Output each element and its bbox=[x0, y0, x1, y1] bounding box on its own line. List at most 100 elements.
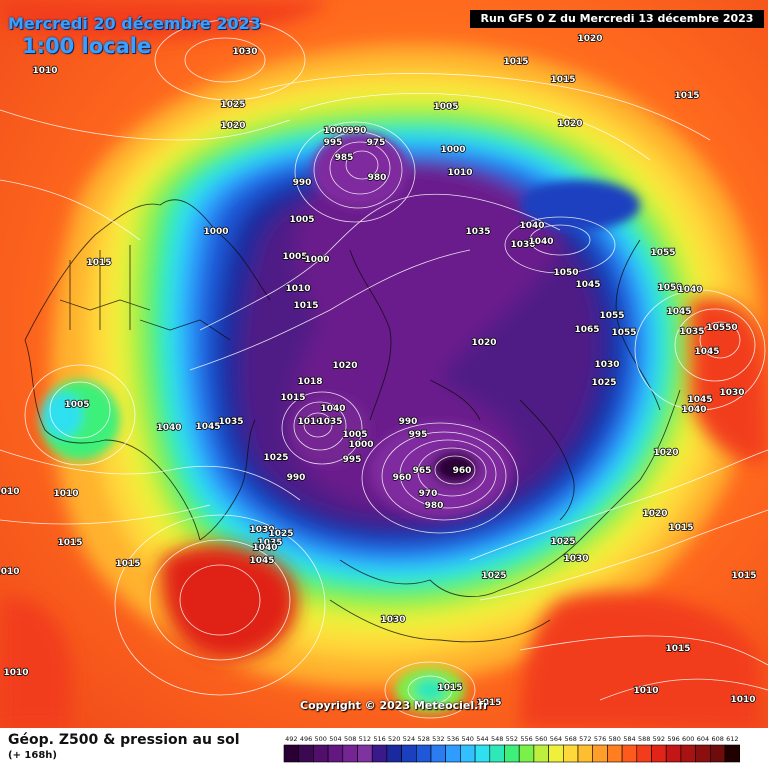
legend-tick-label: 508 bbox=[344, 735, 356, 743]
pressure-label: 990 bbox=[348, 126, 367, 136]
pressure-label: 1010 bbox=[53, 489, 78, 499]
forecast-local-time: 1:00 locale bbox=[22, 34, 152, 58]
legend-swatch bbox=[665, 744, 682, 763]
pressure-label: 1045 bbox=[195, 422, 220, 432]
legend-tick-label: 520 bbox=[388, 735, 400, 743]
pressure-label: 995 bbox=[343, 455, 362, 465]
pressure-label: 1020 bbox=[653, 448, 678, 458]
pressure-label: 1005 bbox=[433, 102, 458, 112]
pressure-label: 1010 bbox=[3, 668, 28, 678]
pressure-label: 1010 bbox=[32, 66, 57, 76]
pressure-label: 1020 bbox=[642, 509, 667, 519]
pressure-label: 1030 bbox=[249, 525, 274, 535]
pressure-label: 1020 bbox=[220, 121, 245, 131]
legend-swatch bbox=[327, 744, 344, 763]
pressure-label: 1030 bbox=[232, 47, 257, 57]
legend-tick-label: 604 bbox=[697, 735, 709, 743]
pressure-label: 1020 bbox=[557, 119, 582, 129]
legend-tick-label: 592 bbox=[653, 735, 665, 743]
geopotential-field: 1010103010251020102010151015101510051020… bbox=[0, 0, 768, 728]
legend-swatch bbox=[709, 744, 726, 763]
pressure-label: 1030 bbox=[380, 615, 405, 625]
pressure-label: 1015 bbox=[115, 559, 140, 569]
pressure-label: 985 bbox=[335, 153, 354, 163]
legend-swatch bbox=[313, 744, 329, 763]
legend-tick-label: 500 bbox=[315, 735, 327, 743]
pressure-label: 1030 bbox=[563, 554, 588, 564]
pressure-label: 1005 bbox=[289, 215, 314, 225]
legend-tick-label: 540 bbox=[462, 735, 474, 743]
color-legend: 492 496 500 504 508 512 516 520 524 528 532 536 540 5… bbox=[283, 735, 740, 763]
legend-tick-label: 588 bbox=[638, 735, 650, 743]
legend-tick-label: 532 bbox=[432, 735, 444, 743]
pressure-label: 1000 bbox=[348, 440, 373, 450]
pressure-label: 1010 bbox=[297, 417, 322, 427]
legend-swatch bbox=[386, 744, 402, 763]
pressure-label: 1030 bbox=[594, 360, 619, 370]
footer: Géop. Z500 & pression au sol (+ 168h) 49… bbox=[0, 728, 768, 768]
pressure-label: 1040 bbox=[677, 285, 702, 295]
pressure-label: 1010 bbox=[633, 686, 658, 696]
weather-map: 1010 1030 1025 1020 1020 1015 1015 1015 1005 1020… bbox=[0, 0, 768, 728]
legend-tick-label: 596 bbox=[667, 735, 679, 743]
pressure-label: 1015 bbox=[476, 698, 501, 708]
pressure-labels: 1010103010251020102010151015101510051020… bbox=[0, 33, 757, 708]
pressure-label: 1025 bbox=[481, 571, 506, 581]
pressure-label: 1015 bbox=[57, 538, 82, 548]
pressure-label: 1065 bbox=[574, 325, 599, 335]
legend-swatch bbox=[342, 744, 358, 763]
pressure-label: 995 bbox=[324, 138, 343, 148]
pressure-label: 1025 bbox=[263, 453, 288, 463]
legend-tick-label: 608 bbox=[711, 735, 723, 743]
legend-tick-label: 496 bbox=[300, 735, 312, 743]
legend-swatch bbox=[489, 744, 505, 763]
pressure-label: 1045 bbox=[666, 307, 691, 317]
pressure-label: 1015 bbox=[437, 683, 462, 693]
legend-tick-label: 512 bbox=[359, 735, 371, 743]
pressure-label: 1040 bbox=[519, 221, 544, 231]
legend-swatch bbox=[548, 744, 564, 763]
pressure-label: 1010 bbox=[730, 695, 755, 705]
legend-swatch bbox=[504, 744, 520, 763]
pressure-label: 975 bbox=[367, 138, 386, 148]
legend-tick-label: 580 bbox=[609, 735, 621, 743]
legend-swatch bbox=[416, 744, 432, 763]
legend-tick-label: 552 bbox=[506, 735, 518, 743]
legend-swatch bbox=[607, 744, 623, 763]
legend-swatch bbox=[371, 744, 388, 763]
pressure-label: 960 bbox=[453, 466, 472, 476]
legend-swatch bbox=[474, 744, 491, 763]
pressure-label: 980 bbox=[368, 173, 387, 183]
copyright: Copyright © 2023 Meteociel.fr bbox=[300, 699, 489, 712]
legend-tick-label: 544 bbox=[476, 735, 488, 743]
pressure-label: 1015 bbox=[293, 301, 318, 311]
legend-swatch bbox=[460, 744, 476, 763]
legend-swatch bbox=[621, 744, 638, 763]
legend-swatch bbox=[680, 744, 696, 763]
legend-swatch bbox=[592, 744, 608, 763]
pressure-label: 1018 bbox=[297, 377, 322, 387]
pressure-label: 1040 bbox=[528, 237, 553, 247]
legend-tick-label: 548 bbox=[491, 735, 503, 743]
pressure-label: 1010 bbox=[0, 487, 20, 497]
pressure-label: 1030 bbox=[510, 240, 535, 250]
pressure-label: 1050 bbox=[657, 283, 682, 293]
pressure-label: 1050 bbox=[553, 268, 578, 278]
legend-tick-label: 568 bbox=[564, 735, 576, 743]
pressure-label: 960 bbox=[393, 473, 412, 483]
pressure-label: 10550 bbox=[706, 323, 737, 333]
pressure-label: 1015 bbox=[665, 644, 690, 654]
pressure-label: 970 bbox=[419, 489, 438, 499]
pressure-label: 1005 bbox=[64, 400, 89, 410]
pressure-label: 1015 bbox=[668, 523, 693, 533]
pressure-label: 1020 bbox=[471, 338, 496, 348]
legend-swatch bbox=[533, 744, 549, 763]
pressure-label: 1040 bbox=[320, 404, 345, 414]
legend-tick-label: 564 bbox=[550, 735, 562, 743]
legend-swatch bbox=[636, 744, 652, 763]
legend-swatch bbox=[651, 744, 667, 763]
legend-tick-label: 600 bbox=[682, 735, 694, 743]
pressure-label: 1045 bbox=[694, 347, 719, 357]
pressure-label: 1025 bbox=[550, 537, 575, 547]
pressure-label: 1000 bbox=[304, 255, 329, 265]
